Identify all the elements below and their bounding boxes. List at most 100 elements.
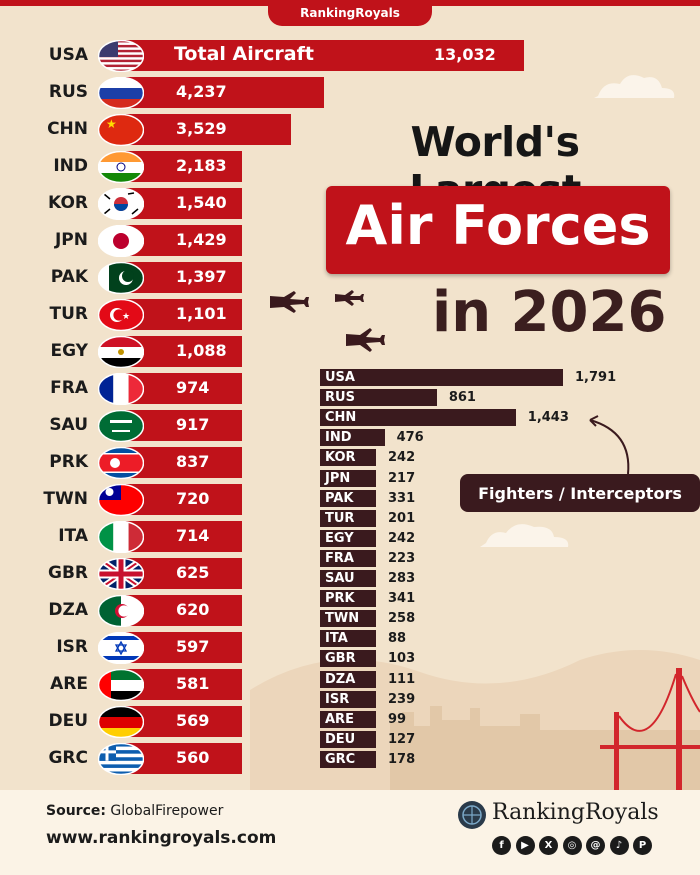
grc-flag-icon: [98, 743, 144, 775]
tur-flag-icon: ★: [98, 299, 144, 331]
fighter-code-deu: DEU: [325, 731, 356, 747]
cloud-top-right: [594, 75, 675, 98]
fighter-code-chn: CHN: [325, 410, 357, 426]
fighter-bar-ind: [320, 429, 385, 447]
country-code-jpn: JPN: [54, 230, 88, 250]
total-bar-rus: [124, 77, 324, 108]
total-value-tur: 1,101: [176, 304, 227, 323]
total-value-deu: 569: [176, 711, 210, 730]
instagram-icon[interactable]: ◎: [562, 836, 582, 855]
fighter-value-egy: 242: [388, 530, 416, 546]
brand-name: RankingRoyals: [300, 6, 400, 20]
fighter-value-ind: 476: [396, 430, 424, 446]
fighter-code-ind: IND: [325, 430, 352, 446]
fighter-bar-jpn: [320, 469, 376, 487]
egy-flag-icon: [98, 336, 144, 368]
country-code-chn: CHN: [47, 119, 88, 139]
country-code-kor: KOR: [48, 193, 88, 213]
brand-tab: RankingRoyals: [268, 0, 432, 26]
fighter-bar-fra: [320, 549, 376, 567]
sau-flag-icon: [98, 410, 144, 442]
fighter-value-grc: 178: [388, 751, 416, 767]
fighter-bar-sau: [320, 570, 376, 587]
fighter-code-rus: RUS: [325, 390, 355, 406]
total-value-ita: 714: [176, 526, 210, 545]
total-value-grc: 560: [176, 748, 210, 767]
gbr-flag-icon: [98, 558, 144, 590]
country-code-ita: ITA: [58, 526, 88, 546]
logo-icon: [458, 801, 486, 829]
total-value-ind: 2,183: [176, 156, 227, 175]
total-value-fra: 974: [176, 378, 210, 397]
ind-flag-icon: [98, 151, 144, 183]
country-code-grc: GRC: [48, 748, 88, 768]
fighter-bar-deu: [320, 730, 376, 748]
total-bar-usa: [124, 40, 524, 71]
fighter-bar-chn: [320, 409, 516, 427]
callout-arrow: [589, 419, 630, 475]
website-link[interactable]: www.rankingroyals.com: [46, 828, 277, 848]
rus-flag-icon: [98, 77, 144, 109]
fighter-value-jpn: 217: [388, 470, 416, 486]
total-value-kor: 1,540: [176, 193, 227, 212]
fra-flag-icon: [98, 373, 144, 405]
pak-flag-icon: [98, 262, 144, 294]
total-aircraft-label: Total Aircraft: [174, 43, 314, 65]
fighter-code-dza: DZA: [325, 671, 356, 687]
fighter-value-are: 99: [388, 711, 407, 727]
total-value-pak: 1,397: [176, 267, 227, 286]
fighter-bar-gbr: [320, 650, 376, 668]
prk-flag-icon: [98, 447, 144, 479]
fighter-value-chn: 1,443: [527, 410, 569, 426]
are-flag-icon: [98, 669, 144, 701]
fighter-code-egy: EGY: [325, 530, 354, 546]
ita-flag-icon: [98, 521, 144, 553]
fighter-value-kor: 242: [388, 450, 416, 466]
total-value-sau: 917: [176, 415, 210, 434]
fighter-bar-kor: [320, 449, 376, 467]
isr-flag-icon: [98, 632, 144, 664]
fighter-code-grc: GRC: [325, 751, 356, 767]
source-line: Source: GlobalFirepower: [46, 803, 223, 819]
kor-flag-icon: [98, 188, 144, 220]
country-code-fra: FRA: [50, 378, 88, 398]
fighter-value-gbr: 103: [388, 651, 416, 667]
fighter-code-sau: SAU: [325, 571, 355, 586]
callout-arrowhead: [589, 415, 599, 427]
fighter-bar-isr: [320, 690, 376, 708]
deu-flag-icon: [98, 706, 144, 738]
total-bar-chn: [124, 114, 291, 145]
skyline: [390, 706, 700, 790]
fighter-bar-pak: [320, 489, 376, 507]
fighter-code-usa: USA: [325, 370, 355, 385]
country-code-pak: PAK: [50, 267, 88, 287]
fighter-bar-egy: [320, 529, 376, 547]
fighter-code-tur: TUR: [325, 510, 355, 526]
fighter-bar-dza: [320, 670, 376, 688]
youtube-icon[interactable]: ▶: [515, 836, 535, 855]
total-value-rus: 4,237: [176, 82, 227, 101]
country-code-gbr: GBR: [47, 563, 88, 583]
country-code-are: ARE: [50, 674, 88, 694]
fighter-bar-ita: [320, 630, 376, 648]
total-value-egy: 1,088: [176, 341, 227, 360]
svg-text:★: ★: [122, 312, 130, 322]
fighter-code-isr: ISR: [325, 691, 350, 707]
fighter-value-dza: 111: [388, 671, 416, 687]
tiktok-icon[interactable]: ♪: [609, 836, 629, 855]
total-value-prk: 837: [176, 452, 210, 471]
threads-icon[interactable]: @: [586, 836, 605, 855]
country-code-sau: SAU: [49, 415, 88, 435]
total-value-twn: 720: [176, 489, 210, 508]
pinterest-icon[interactable]: P: [633, 836, 652, 855]
country-code-dza: DZA: [48, 600, 88, 620]
fighter-bar-usa: [320, 369, 563, 386]
facebook-icon[interactable]: f: [492, 836, 511, 855]
fighter-code-fra: FRA: [325, 550, 354, 566]
total-value-jpn: 1,429: [176, 230, 227, 249]
x-icon[interactable]: X: [539, 836, 558, 855]
usa-flag-icon: [98, 40, 144, 72]
fighter-value-deu: 127: [388, 731, 416, 747]
logo-text: RankingRoyals: [492, 800, 659, 825]
